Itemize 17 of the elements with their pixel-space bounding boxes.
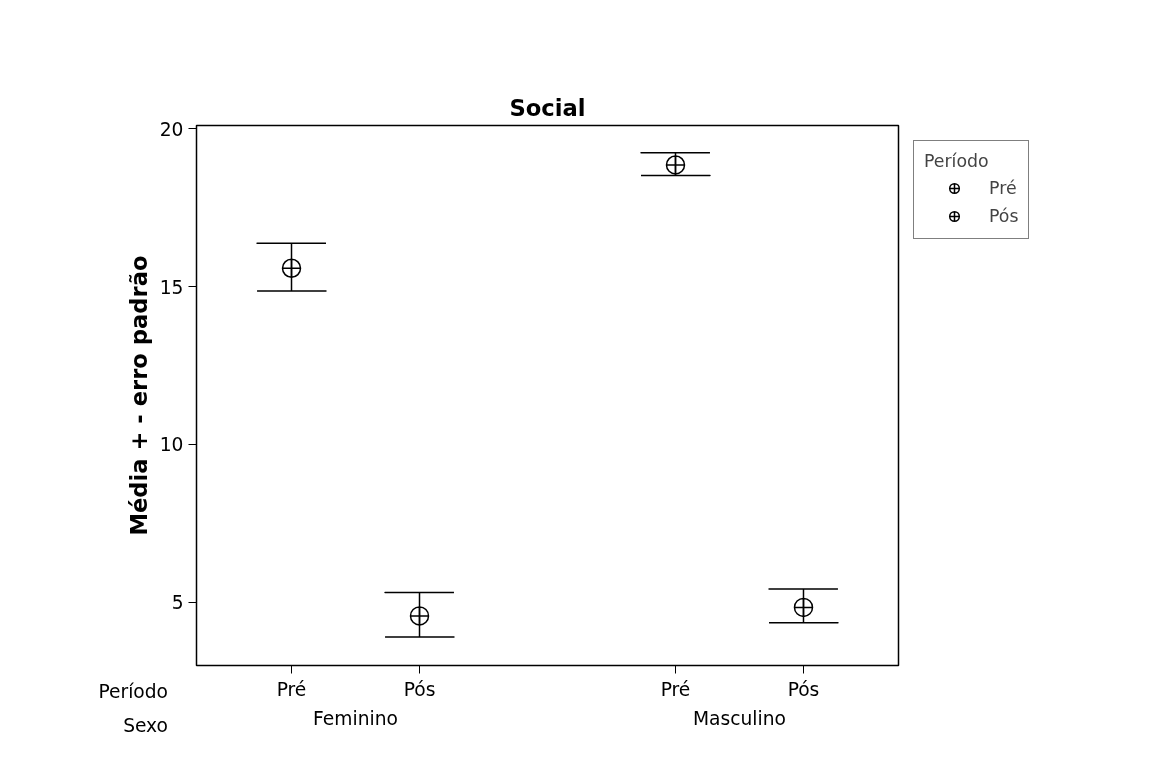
chart-title: Social (509, 94, 586, 121)
x-tick-label: Pré (660, 678, 691, 700)
y-tick-label: 5 (171, 592, 184, 614)
text: Sexo (123, 714, 168, 738)
y-tick-label: 10 (159, 434, 184, 456)
legend-label: Pós (989, 206, 1019, 226)
legend-label: Pré (989, 178, 1017, 198)
y-tick-label: 20 (159, 118, 184, 140)
y-axis-title: Média + - erro padrão (125, 255, 152, 536)
x-tick-label: Pós (787, 678, 820, 700)
y-tick-label: 15 (159, 276, 184, 298)
text: Feminino (313, 707, 398, 729)
legend-title: Período (924, 151, 990, 171)
text: Masculino (693, 707, 786, 729)
x-tick-label: Pré (276, 678, 307, 700)
x-tick-label: Pós (403, 678, 436, 700)
text: Período (98, 680, 168, 704)
